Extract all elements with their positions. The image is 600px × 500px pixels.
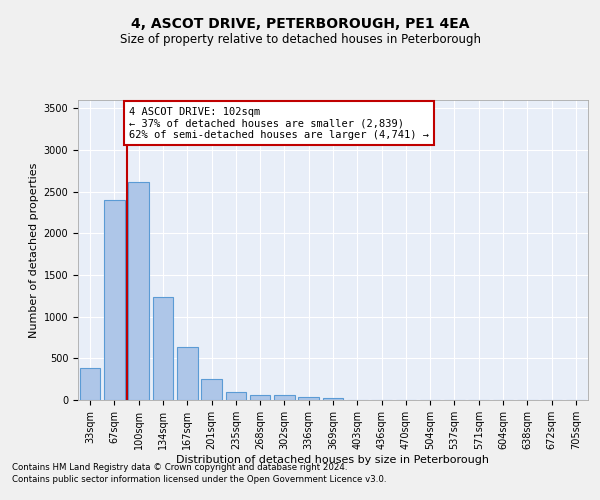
Bar bbox=[152, 296, 173, 400]
Text: 4, ASCOT DRIVE, PETERBOROUGH, PE1 4EA: 4, ASCOT DRIVE, PETERBOROUGH, PE1 4EA bbox=[131, 18, 469, 32]
Text: Contains HM Land Registry data © Crown copyright and database right 2024.: Contains HM Land Registry data © Crown c… bbox=[12, 464, 347, 472]
Text: Contains public sector information licensed under the Open Government Licence v3: Contains public sector information licen… bbox=[12, 475, 386, 484]
Bar bbox=[177, 346, 197, 400]
X-axis label: Distribution of detached houses by size in Peterborough: Distribution of detached houses by size … bbox=[176, 454, 490, 464]
Bar bbox=[128, 182, 149, 400]
Bar bbox=[323, 398, 343, 400]
Bar bbox=[250, 395, 271, 400]
Bar bbox=[298, 396, 319, 400]
Bar bbox=[274, 396, 295, 400]
Bar bbox=[80, 368, 100, 400]
Text: 4 ASCOT DRIVE: 102sqm
← 37% of detached houses are smaller (2,839)
62% of semi-d: 4 ASCOT DRIVE: 102sqm ← 37% of detached … bbox=[129, 106, 429, 140]
Bar bbox=[226, 392, 246, 400]
Text: Size of property relative to detached houses in Peterborough: Size of property relative to detached ho… bbox=[119, 32, 481, 46]
Bar bbox=[201, 379, 222, 400]
Y-axis label: Number of detached properties: Number of detached properties bbox=[29, 162, 40, 338]
Bar bbox=[104, 200, 125, 400]
